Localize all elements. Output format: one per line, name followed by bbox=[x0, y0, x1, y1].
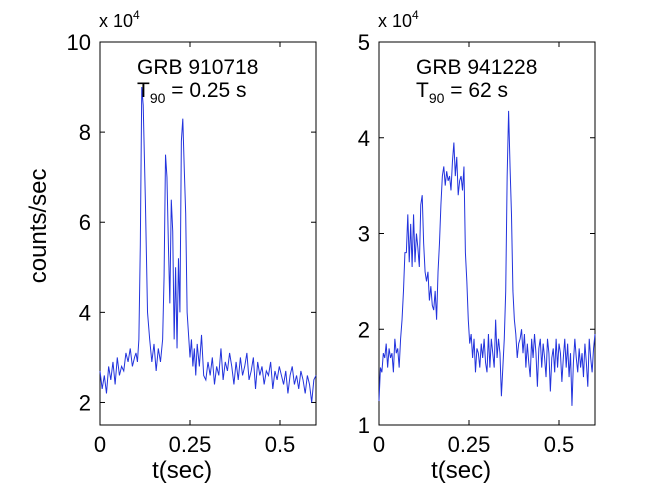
left-y-axis-label: counts/sec bbox=[25, 168, 52, 283]
right-annotation-t90: T90 = 62 s bbox=[416, 79, 508, 106]
right-x-tick-label: 0 bbox=[373, 432, 385, 457]
left-ticks: 0 0.25 0.5 2 4 6 8 10 bbox=[67, 30, 316, 457]
right-exponent-label: x 104 bbox=[378, 8, 419, 31]
right-x-axis-label: t(sec) bbox=[431, 457, 491, 484]
left-x-tick-label: 0 bbox=[94, 432, 106, 457]
left-exponent-label: x 104 bbox=[99, 8, 140, 31]
right-chart: 0 0.25 0.5 1 2 3 4 5 x 104 GRB 941228 T90 = 62 … bbox=[358, 8, 596, 484]
left-y-tick-label: 6 bbox=[79, 210, 91, 235]
right-ticks: 0 0.25 0.5 1 2 3 4 5 bbox=[358, 30, 595, 457]
left-plot-frame bbox=[99, 41, 317, 426]
left-y-tick-label: 2 bbox=[79, 390, 91, 415]
left-x-tick-label: 0.5 bbox=[265, 432, 296, 457]
left-x-tick-label: 0.25 bbox=[169, 432, 212, 457]
left-annotation-title: GRB 910718 bbox=[137, 56, 258, 79]
left-x-axis-label: t(sec) bbox=[152, 457, 212, 484]
right-y-tick-label: 5 bbox=[358, 30, 370, 55]
right-y-tick-label: 4 bbox=[358, 126, 370, 151]
right-series-line bbox=[378, 110, 596, 406]
right-annotation-title: GRB 941228 bbox=[416, 56, 537, 79]
right-y-tick-label: 3 bbox=[358, 222, 370, 247]
right-x-tick-label: 0.25 bbox=[448, 432, 491, 457]
left-series-line bbox=[99, 87, 317, 403]
left-y-tick-label: 4 bbox=[79, 300, 91, 325]
left-y-tick-label: 10 bbox=[67, 30, 91, 55]
right-y-tick-label: 1 bbox=[358, 413, 370, 438]
left-y-tick-label: 8 bbox=[79, 120, 91, 145]
left-annotation-t90: T90 = 0.25 s bbox=[137, 79, 247, 106]
right-x-tick-label: 0.5 bbox=[544, 432, 575, 457]
right-y-tick-label: 2 bbox=[358, 317, 370, 342]
left-chart: 0 0.25 0.5 2 4 6 8 10 x 104 GRB 910718 T90 = 0.… bbox=[25, 8, 317, 484]
